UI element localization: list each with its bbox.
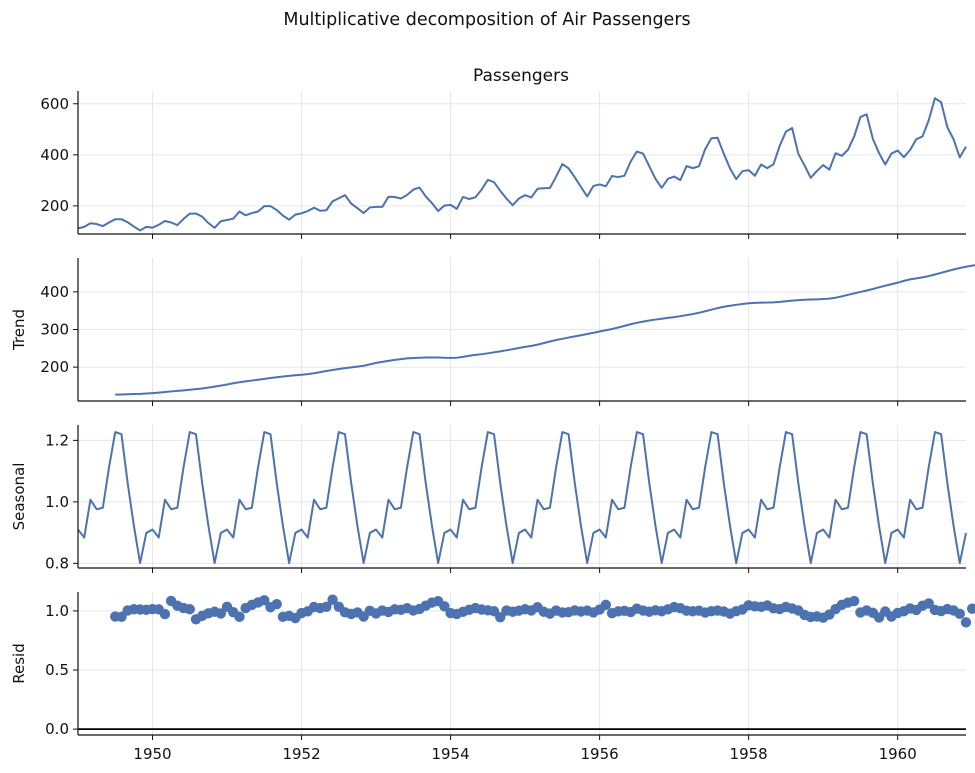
y-axis-label: Trend xyxy=(10,309,28,351)
panel-title: Passengers xyxy=(473,66,569,86)
resid-point xyxy=(215,608,227,619)
y-tick-label: 600 xyxy=(40,95,69,113)
x-tick-label: 1958 xyxy=(730,745,768,763)
y-tick-label: 400 xyxy=(40,283,69,301)
y-tick-label: 1.2 xyxy=(45,431,69,449)
y-tick-label: 400 xyxy=(40,146,69,164)
series-line-passengers xyxy=(77,97,967,232)
resid-point xyxy=(116,611,127,623)
resid-point xyxy=(184,604,195,615)
resid-point xyxy=(954,608,965,620)
x-tick-label: 1950 xyxy=(133,745,171,763)
resid-point xyxy=(159,608,171,620)
resid-point xyxy=(327,594,338,605)
y-tick-label: 300 xyxy=(40,321,69,339)
y-tick-label: 0.0 xyxy=(45,720,69,738)
panel-passengers: 200 400 600 Passengers xyxy=(40,66,967,239)
y-tick-label: 0.8 xyxy=(45,554,69,572)
x-tick-label: 1960 xyxy=(879,745,917,763)
resid-point xyxy=(439,601,450,612)
y-axis-label: Resid xyxy=(10,643,28,683)
panel-resid: 0.0 0.5 1.0 1950 1952 1954 1956 1958 1960 Resid xyxy=(10,592,975,763)
resid-point xyxy=(923,598,934,609)
resid-point xyxy=(600,599,612,611)
y-axis-label: Seasonal xyxy=(10,463,28,531)
y-tick-label: 1.0 xyxy=(45,493,69,511)
y-tick-label: 0.5 xyxy=(45,661,69,679)
panel-seasonal: 0.8 1.0 1.2 Seasonal xyxy=(10,425,967,573)
series-line-trend xyxy=(115,264,975,396)
series-line-seasonal xyxy=(77,431,967,565)
resid-point xyxy=(960,617,972,628)
y-tick-label: 200 xyxy=(40,197,69,215)
x-tick-label: 1954 xyxy=(431,745,469,763)
resid-point xyxy=(321,601,332,612)
x-tick-label: 1956 xyxy=(581,745,619,763)
resid-point xyxy=(966,603,975,614)
x-tick-label: 1952 xyxy=(282,745,320,763)
y-tick-label: 1.0 xyxy=(45,602,69,620)
resid-point xyxy=(495,612,506,623)
figure-title: Multiplicative decomposition of Air Pass… xyxy=(283,10,690,30)
resid-point xyxy=(271,598,282,610)
resid-point xyxy=(234,611,245,623)
y-tick-label: 200 xyxy=(40,358,69,376)
resid-point xyxy=(849,595,860,607)
panel-trend: 200 300 400 Trend xyxy=(10,258,975,406)
resid-point xyxy=(259,595,270,606)
